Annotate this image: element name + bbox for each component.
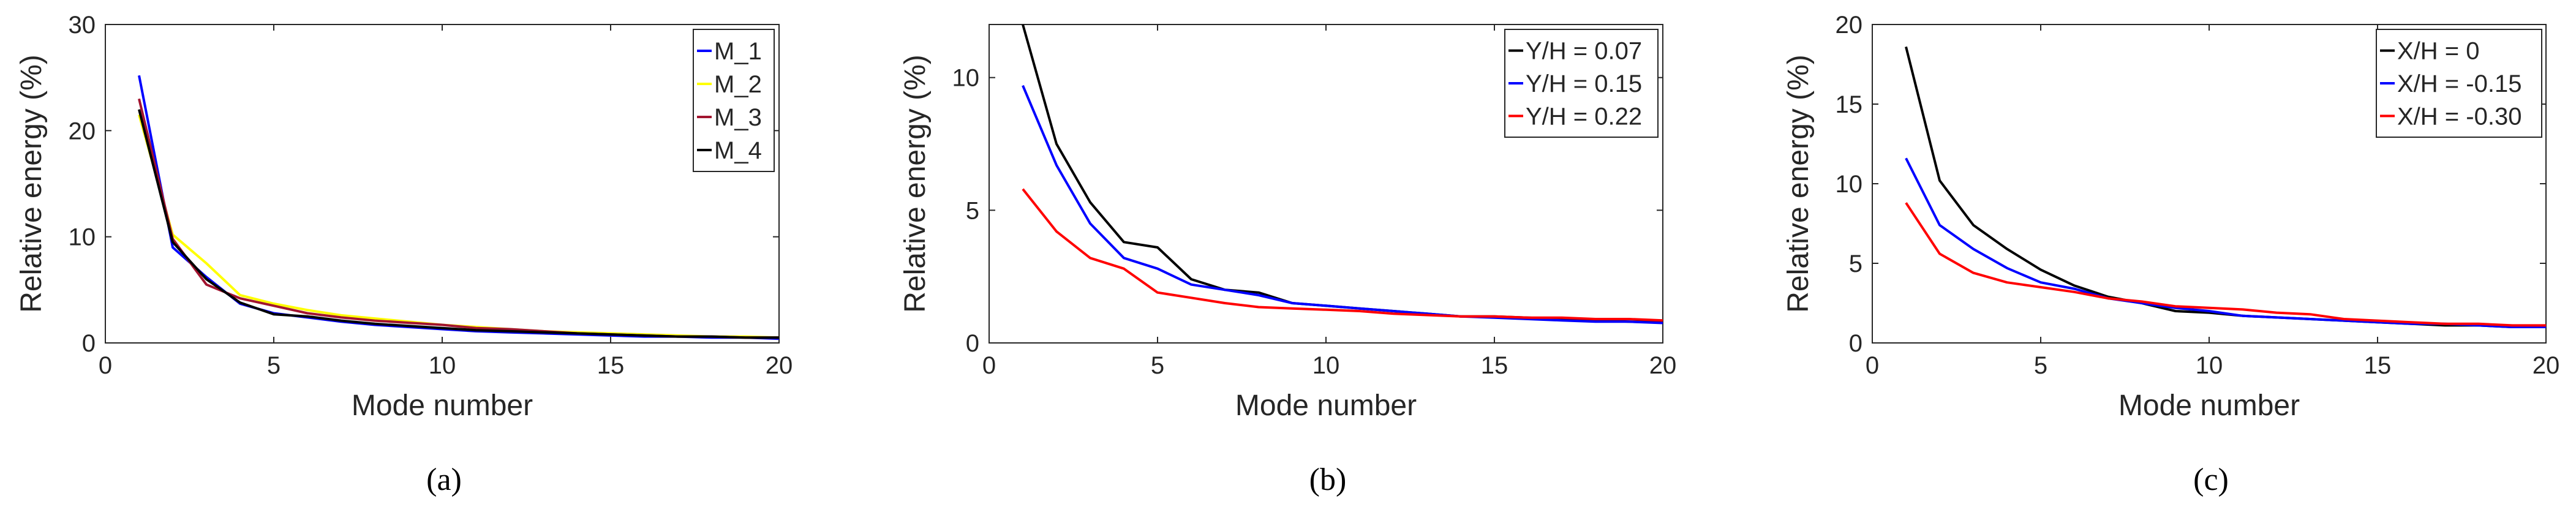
legend-label: Y/H = 0.15 — [1526, 70, 1642, 97]
legend-label: M_3 — [714, 104, 762, 131]
legend: Y/H = 0.07 Y/H = 0.15 Y/H = 0.22 — [1504, 29, 1659, 138]
x-tick-label: 5 — [1151, 352, 1164, 379]
legend-label: Y/H = 0.22 — [1526, 103, 1642, 130]
y-axis-label: Relative energy (%) — [899, 55, 932, 313]
x-axis-label: Mode number — [1235, 389, 1417, 422]
legend: X/H = 0 X/H = -0.15 X/H = -0.30 — [2376, 29, 2542, 138]
legend-label: X/H = -0.30 — [2397, 103, 2521, 130]
x-tick-label: 15 — [2364, 352, 2392, 379]
legend-box — [2376, 29, 2542, 138]
legend-label: M_4 — [714, 137, 762, 164]
x-tick-label: 15 — [597, 352, 625, 379]
x-tick-label: 0 — [982, 352, 996, 379]
x-tick-label: 5 — [267, 352, 281, 379]
y-tick-label: 10 — [1836, 171, 1863, 198]
x-axis-label: Mode number — [2118, 389, 2300, 422]
panel-a: 0 5 10 15 20 0 10 20 30 Mode number Relative energ… — [15, 12, 793, 422]
caption-a: (a) — [426, 462, 462, 497]
legend-box — [1504, 29, 1659, 138]
panel-b: 0 5 10 15 20 0 5 10 Mode number Relative energy (… — [899, 24, 1676, 422]
y-axis-label: Relative energy (%) — [1782, 55, 1815, 313]
y-tick-label: 5 — [1849, 250, 1862, 277]
y-tick-label: 10 — [69, 224, 96, 251]
y-axis-label: Relative energy (%) — [15, 55, 48, 313]
y-tick-label: 10 — [952, 65, 980, 92]
x-tick-label: 20 — [1649, 352, 1677, 379]
legend-label: X/H = -0.15 — [2397, 70, 2521, 97]
y-tick-label: 20 — [69, 118, 96, 145]
legend-label: M_1 — [714, 38, 762, 65]
series-line-3 — [1022, 188, 1663, 322]
x-axis-label: Mode number — [352, 389, 533, 422]
y-tick-label: 30 — [69, 12, 96, 39]
y-tick-label: 0 — [1849, 330, 1862, 357]
x-tick-label: 10 — [2196, 352, 2223, 379]
x-tick-label: 5 — [2034, 352, 2047, 379]
y-tick-label: 5 — [966, 197, 979, 224]
y-tick-label: 0 — [966, 330, 979, 357]
legend-label: X/H = 0 — [2397, 38, 2480, 65]
x-tick-label: 0 — [1866, 352, 1879, 379]
series-line-4 — [138, 109, 779, 339]
y-tick-label: 15 — [1836, 91, 1863, 118]
y-tick-label: 20 — [1836, 12, 1863, 39]
caption-b: (b) — [1309, 462, 1347, 497]
x-tick-label: 10 — [429, 352, 456, 379]
x-tick-label: 20 — [766, 352, 793, 379]
panel-c: 0 5 10 15 20 0 5 10 15 20 Mode number Relative ener… — [1782, 12, 2559, 422]
plot-frame — [105, 24, 780, 344]
x-tick-label: 0 — [99, 352, 112, 379]
legend-label: M_2 — [714, 71, 762, 98]
x-tick-label: 20 — [2533, 352, 2560, 379]
x-tick-label: 10 — [1312, 352, 1340, 379]
series-line-2 — [1022, 85, 1663, 325]
series-line-3 — [1905, 202, 2546, 327]
caption-c: (c) — [2193, 462, 2229, 497]
legend-label: Y/H = 0.07 — [1526, 38, 1642, 65]
legend: M_1 M_2 M_3 M_4 — [693, 29, 775, 172]
y-tick-label: 0 — [82, 330, 96, 357]
legend-box — [693, 29, 775, 172]
x-tick-label: 15 — [1481, 352, 1508, 379]
